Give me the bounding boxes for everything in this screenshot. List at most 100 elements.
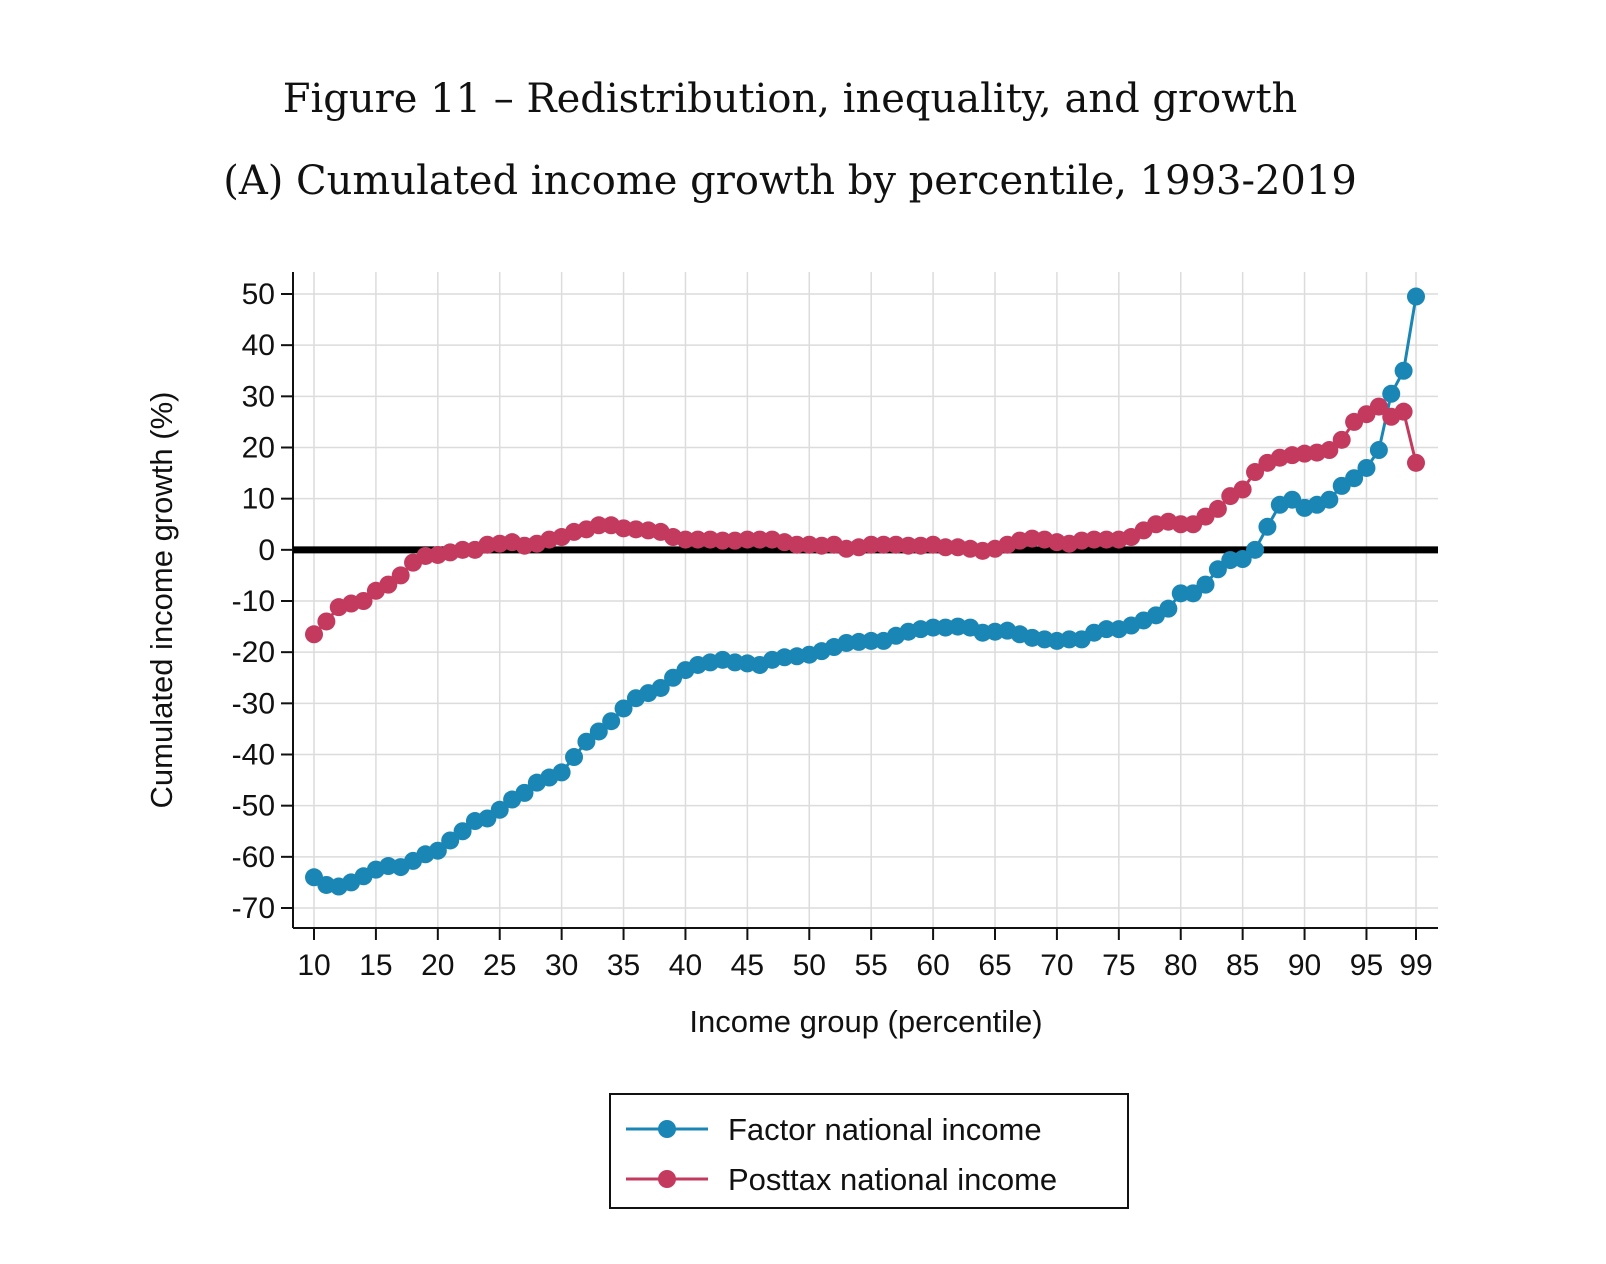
data-point-factor [428, 841, 447, 860]
data-point-factor [490, 800, 509, 819]
data-point-posttax [750, 530, 769, 549]
y-tick-label: -40 [232, 739, 275, 772]
y-tick-label: -30 [232, 687, 275, 720]
y-tick-label: 30 [242, 380, 275, 413]
data-point-posttax [874, 535, 893, 554]
data-point-posttax [1097, 530, 1116, 549]
legend-label-factor: Factor national income [728, 1112, 1042, 1147]
data-point-posttax [899, 536, 918, 555]
data-point-factor [453, 822, 472, 841]
data-point-factor [1369, 441, 1388, 460]
x-tick-label: 35 [607, 949, 640, 982]
legend-item-factor: Factor national income [626, 1112, 1042, 1147]
data-point-posttax [1394, 402, 1413, 421]
x-tick-label: 30 [545, 949, 578, 982]
series-line-factor [313, 296, 1418, 889]
data-point-posttax [1332, 430, 1351, 449]
y-tick-label: 20 [242, 432, 275, 465]
legend: Factor national income Posttax national … [609, 1093, 1129, 1209]
data-point-factor [1246, 540, 1265, 559]
figure-subtitle: (A) Cumulated income growth by percentil… [223, 158, 1357, 204]
data-point-factor [651, 678, 670, 697]
data-point-factor [1357, 458, 1376, 477]
y-tick-label: 0 [258, 534, 275, 567]
axes [281, 272, 1438, 940]
data-point-posttax [1171, 515, 1190, 534]
legend-marker-factor [658, 1120, 676, 1138]
data-point-posttax [862, 535, 881, 554]
data-point-factor [1159, 599, 1178, 618]
data-point-posttax [936, 538, 955, 557]
data-point-factor [1060, 630, 1079, 649]
x-tick-label: 15 [359, 949, 392, 982]
data-point-posttax [379, 575, 398, 594]
data-point-posttax [688, 530, 707, 549]
data-point-factor [441, 831, 460, 850]
data-point-posttax [1085, 530, 1104, 549]
tick-labels: 50 40 30 20 10 0 -10 -20 -30 -40 -50 -60 -70 10 15 20 25… [232, 278, 1433, 982]
data-point-posttax [1369, 397, 1388, 416]
x-tick-label: 90 [1288, 949, 1321, 982]
data-point-posttax [589, 516, 608, 535]
data-point-factor [1208, 560, 1227, 579]
x-tick-label: 75 [1102, 949, 1135, 982]
data-point-factor [589, 722, 608, 741]
x-tick-label: 25 [483, 949, 516, 982]
legend-marker-posttax [658, 1170, 676, 1188]
data-point-posttax [305, 625, 323, 644]
x-tick-label: 65 [978, 949, 1011, 982]
data-point-posttax [317, 612, 336, 631]
data-point-posttax [787, 535, 806, 554]
data-point-factor [515, 783, 534, 802]
data-point-posttax [391, 566, 410, 585]
x-tick-label: 80 [1164, 949, 1197, 982]
y-tick-label: -10 [232, 585, 275, 618]
data-point-factor [602, 712, 621, 731]
x-tick-label: 45 [731, 949, 764, 982]
x-tick-label: 50 [793, 949, 826, 982]
data-point-factor [1171, 584, 1190, 603]
data-point-factor [614, 699, 633, 718]
data-point-posttax [1320, 441, 1339, 460]
data-point-posttax [1407, 453, 1425, 472]
data-point-factor [1407, 287, 1425, 306]
series-line-posttax [312, 405, 1418, 636]
x-tick-label: 55 [855, 949, 888, 982]
data-point-factor [1394, 361, 1413, 380]
data-point-posttax [354, 592, 373, 610]
x-tick-label: 60 [916, 949, 949, 982]
data-point-factor [565, 748, 584, 767]
data-point-posttax [1246, 463, 1265, 482]
data-point-factor [1382, 384, 1401, 403]
y-axis-label: Cumulated income growth (%) [144, 392, 179, 809]
y-tick-label: -70 [232, 892, 275, 925]
data-point-factor [1345, 469, 1364, 488]
data-point-posttax [713, 531, 732, 550]
series-layer [305, 287, 1425, 896]
data-point-posttax [676, 530, 695, 549]
data-point-factor [924, 618, 943, 637]
y-tick-label: -60 [232, 841, 275, 874]
x-tick-label: 99 [1399, 949, 1432, 982]
x-tick-label: 70 [1040, 949, 1073, 982]
y-tick-label: 50 [242, 278, 275, 311]
data-point-posttax [1208, 499, 1227, 518]
legend-box [609, 1093, 1129, 1209]
legend-label-posttax: Posttax national income [728, 1162, 1057, 1197]
x-tick-label: 10 [297, 949, 330, 982]
data-point-factor [1320, 490, 1339, 509]
y-tick-label: -20 [232, 636, 275, 669]
figure-title: Figure 11 – Redistribution, inequality, … [282, 76, 1298, 122]
y-tick-label: 10 [242, 483, 275, 516]
data-point-factor [1196, 575, 1215, 594]
data-point-posttax [1233, 480, 1252, 499]
x-tick-label: 40 [669, 949, 702, 982]
data-point-posttax [738, 530, 757, 549]
y-tick-label: -50 [232, 790, 275, 823]
data-point-factor [1097, 620, 1116, 639]
x-tick-label: 95 [1350, 949, 1383, 982]
x-tick-label: 20 [421, 949, 454, 982]
data-point-factor [552, 763, 571, 782]
series-factor [305, 287, 1425, 896]
